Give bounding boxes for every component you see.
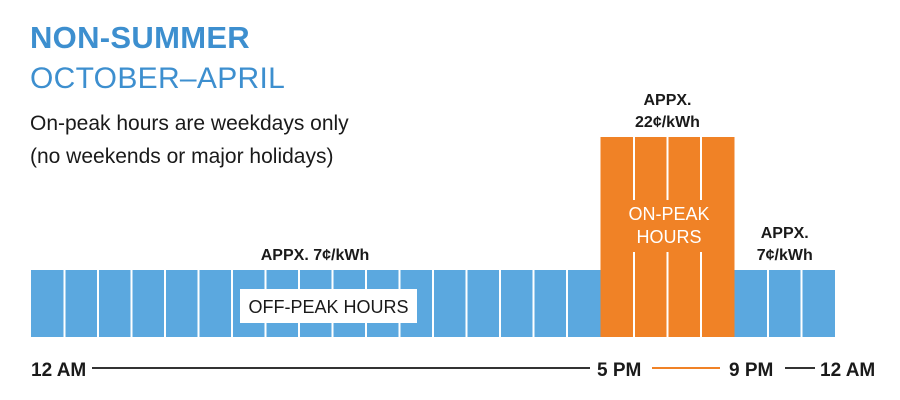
off-peak-hour-bar-2 <box>98 270 132 337</box>
time-tick-label-2: 5 PM <box>597 360 641 381</box>
off-peak-hour-bar-23 <box>801 270 835 337</box>
rate-label-2-line-2: 7¢/kWh <box>757 247 813 264</box>
rate-label-1-line-1: APPX. <box>643 92 691 109</box>
page-subtitle: OCTOBER–APRIL <box>30 62 286 95</box>
off-peak-hour-bar-12 <box>433 270 467 337</box>
rate-label-1-line-2: 22¢/kWh <box>635 114 700 131</box>
off-peak-hour-bar-1 <box>64 270 98 337</box>
rate-label-2-line-1: APPX. <box>761 225 809 242</box>
off-peak-hour-bar-15 <box>533 270 567 337</box>
off-peak-hour-bar-5 <box>198 270 232 337</box>
off-peak-hour-bar-22 <box>768 270 802 337</box>
time-tick-label-4: 12 AM <box>820 360 875 381</box>
rate-label-0-line-1: APPX. 7¢/kWh <box>261 247 369 264</box>
off-peak-label-box <box>240 289 417 323</box>
time-tick-label-1: 12 AM <box>31 360 86 381</box>
off-peak-hours-label: OFF-PEAK HOURS <box>248 297 408 317</box>
on-peak-label-box <box>615 200 723 252</box>
weekday-note-line-2: (no weekends or major holidays) <box>30 145 334 168</box>
weekday-note-line-1: On-peak hours are weekdays only <box>30 112 349 135</box>
off-peak-hour-bar-13 <box>466 270 500 337</box>
off-peak-hour-bar-3 <box>131 270 165 337</box>
on-peak-hours-label-line-1: ON-PEAK <box>628 204 709 224</box>
page-title: NON-SUMMER <box>30 20 250 55</box>
off-peak-hour-bar-0 <box>31 270 65 337</box>
off-peak-hour-bar-16 <box>567 270 601 337</box>
time-tick-label-3: 9 PM <box>729 360 773 381</box>
off-peak-hour-bar-4 <box>165 270 199 337</box>
off-peak-hour-bar-21 <box>734 270 768 337</box>
on-peak-hours-label-line-2: HOURS <box>636 227 701 247</box>
off-peak-hour-bar-14 <box>500 270 534 337</box>
